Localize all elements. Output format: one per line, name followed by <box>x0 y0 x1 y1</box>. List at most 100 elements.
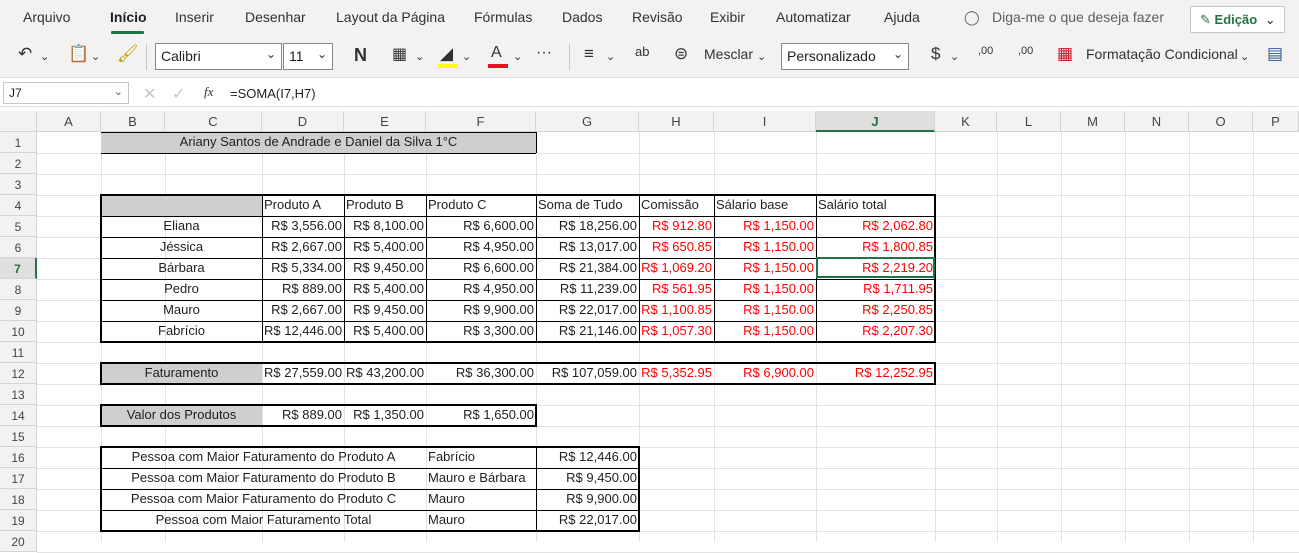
value-cell[interactable]: R$ 1,150.00 <box>743 260 814 275</box>
row-header-6[interactable]: 6 <box>0 237 37 258</box>
maior-value[interactable]: R$ 22,017.00 <box>558 512 637 527</box>
title-cell[interactable]: Ariany Santos de Andrade e Daniel da Sil… <box>179 134 458 149</box>
value-cell[interactable]: R$ 2,667.00 <box>271 302 342 317</box>
value-cell[interactable]: R$ 9,900.00 <box>463 302 534 317</box>
format-painter-icon[interactable]: 🖌 <box>117 44 139 63</box>
header-cell[interactable]: Produto B <box>346 197 404 212</box>
row-header-16[interactable]: 16 <box>0 447 37 468</box>
column-header-p[interactable]: P <box>1253 111 1299 132</box>
paste-icon[interactable]: 📋 <box>68 44 90 63</box>
column-header-a[interactable]: A <box>37 111 101 132</box>
faturamento-value[interactable]: R$ 6,900.00 <box>743 365 814 380</box>
header-cell[interactable]: Soma de Tudo <box>538 197 623 212</box>
value-cell[interactable]: R$ 2,667.00 <box>271 239 342 254</box>
valores-value[interactable]: R$ 1,650.00 <box>463 407 534 422</box>
valores-value[interactable]: R$ 1,350.00 <box>353 407 424 422</box>
tab-revisao[interactable]: Revisão <box>632 9 683 25</box>
value-cell[interactable]: R$ 561.95 <box>652 281 712 296</box>
value-cell[interactable]: R$ 11,239.00 <box>559 281 637 296</box>
faturamento-value[interactable]: R$ 12,252.95 <box>854 365 933 380</box>
wrap-text-icon[interactable]: ab <box>635 44 650 59</box>
value-cell[interactable]: R$ 3,300.00 <box>463 323 534 338</box>
increase-decimal-icon[interactable]: ,00 <box>978 45 994 57</box>
tab-ajuda[interactable]: Ajuda <box>884 9 920 25</box>
column-header-n[interactable]: N <box>1125 111 1189 132</box>
column-header-b[interactable]: B <box>101 111 165 132</box>
faturamento-value[interactable]: R$ 43,200.00 <box>346 365 425 380</box>
row-header-13[interactable]: 13 <box>0 384 37 405</box>
tab-desenhar[interactable]: Desenhar <box>245 9 306 25</box>
tab-inicio[interactable]: Início <box>110 9 147 25</box>
value-cell[interactable]: R$ 9,450.00 <box>353 260 424 275</box>
value-cell[interactable]: R$ 21,146.00 <box>558 323 637 338</box>
more-options-icon[interactable]: ··· <box>536 44 552 61</box>
currency-button[interactable]: $ <box>931 44 941 63</box>
maior-label[interactable]: Pessoa com Maior Faturamento do Produto … <box>131 470 396 485</box>
value-cell[interactable]: R$ 12,446.00 <box>264 323 343 338</box>
person-name[interactable]: Bárbara <box>158 260 205 275</box>
borders-icon[interactable]: ▦ <box>392 46 408 63</box>
value-cell[interactable]: R$ 22,017.00 <box>558 302 637 317</box>
value-cell[interactable]: R$ 4,950.00 <box>463 281 534 296</box>
faturamento-value[interactable]: R$ 27,559.00 <box>264 365 343 380</box>
value-cell[interactable]: R$ 9,450.00 <box>353 302 424 317</box>
value-cell[interactable]: R$ 5,400.00 <box>353 239 424 254</box>
value-cell[interactable]: R$ 4,950.00 <box>463 239 534 254</box>
value-cell[interactable]: R$ 1,069.20 <box>641 260 712 275</box>
function-icon[interactable]: fx <box>204 84 214 99</box>
name-box[interactable]: J7 ⌄ <box>3 82 129 104</box>
value-cell[interactable]: R$ 650.85 <box>652 239 712 254</box>
row-header-3[interactable]: 3 <box>0 174 37 195</box>
cancel-icon[interactable]: ✕ <box>143 86 157 103</box>
header-cell[interactable]: Comissão <box>641 197 699 212</box>
value-cell[interactable]: R$ 2,250.85 <box>862 302 933 317</box>
row-header-7[interactable]: 7 <box>0 258 37 279</box>
confirm-icon[interactable]: ✓ <box>172 86 186 103</box>
row-header-10[interactable]: 10 <box>0 321 37 342</box>
row-header-2[interactable]: 2 <box>0 153 37 174</box>
person-name[interactable]: Pedro <box>164 281 199 296</box>
person-name[interactable]: Fabrício <box>158 323 205 338</box>
editing-mode-button[interactable]: ✎ Edição ⌄ <box>1190 6 1285 33</box>
paste-dropdown-icon[interactable]: ⌄ <box>91 51 101 63</box>
column-header-f[interactable]: F <box>426 111 536 132</box>
row-header-9[interactable]: 9 <box>0 300 37 321</box>
row-header-4[interactable]: 4 <box>0 195 37 216</box>
row-header-11[interactable]: 11 <box>0 342 37 363</box>
maior-label[interactable]: Pessoa com Maior Faturamento do Produto … <box>131 449 396 464</box>
value-cell[interactable]: R$ 6,600.00 <box>463 260 534 275</box>
maior-label[interactable]: Pessoa com Maior Faturamento Total <box>155 512 372 527</box>
value-cell[interactable]: R$ 2,062.80 <box>862 218 933 233</box>
faturamento-value[interactable]: R$ 5,352.95 <box>641 365 712 380</box>
column-header-o[interactable]: O <box>1189 111 1253 132</box>
maior-label[interactable]: Pessoa com Maior Faturamento do Produto … <box>130 491 397 506</box>
fill-dropdown-icon[interactable]: ⌄ <box>462 51 472 63</box>
value-cell[interactable]: R$ 5,334.00 <box>271 260 342 275</box>
merge-dropdown-icon[interactable]: ⌄ <box>757 51 767 63</box>
person-name[interactable]: Mauro <box>163 302 200 317</box>
header-cell[interactable]: Salário total <box>818 197 887 212</box>
fill-color-icon[interactable]: ◢ <box>440 44 454 63</box>
value-cell[interactable]: R$ 2,207.30 <box>862 323 933 338</box>
row-header-12[interactable]: 12 <box>0 363 37 384</box>
value-cell[interactable]: R$ 1,800.85 <box>862 239 933 254</box>
row-header-8[interactable]: 8 <box>0 279 37 300</box>
valores-label[interactable]: Valor dos Produtos <box>126 407 237 422</box>
undo-icon[interactable]: ↶ <box>18 44 33 63</box>
font-color-icon[interactable]: A <box>491 44 502 61</box>
tab-inserir[interactable]: Inserir <box>175 9 214 25</box>
undo-dropdown-icon[interactable]: ⌄ <box>40 51 50 63</box>
maior-value[interactable]: R$ 12,446.00 <box>558 449 637 464</box>
tab-exibir[interactable]: Exibir <box>710 9 746 25</box>
bold-button[interactable]: N <box>354 45 367 65</box>
row-header-18[interactable]: 18 <box>0 489 37 510</box>
row-header-15[interactable]: 15 <box>0 426 37 447</box>
value-cell[interactable]: R$ 18,256.00 <box>558 218 637 233</box>
align-icon[interactable]: ≡ <box>584 44 594 63</box>
borders-dropdown-icon[interactable]: ⌄ <box>415 51 425 63</box>
font-name-select[interactable]: Calibri ⌄ <box>155 43 282 70</box>
column-header-d[interactable]: D <box>262 111 344 132</box>
value-cell[interactable]: R$ 1,100.85 <box>641 302 712 317</box>
align-dropdown-icon[interactable]: ⌄ <box>606 51 616 63</box>
value-cell[interactable]: R$ 1,150.00 <box>743 239 814 254</box>
